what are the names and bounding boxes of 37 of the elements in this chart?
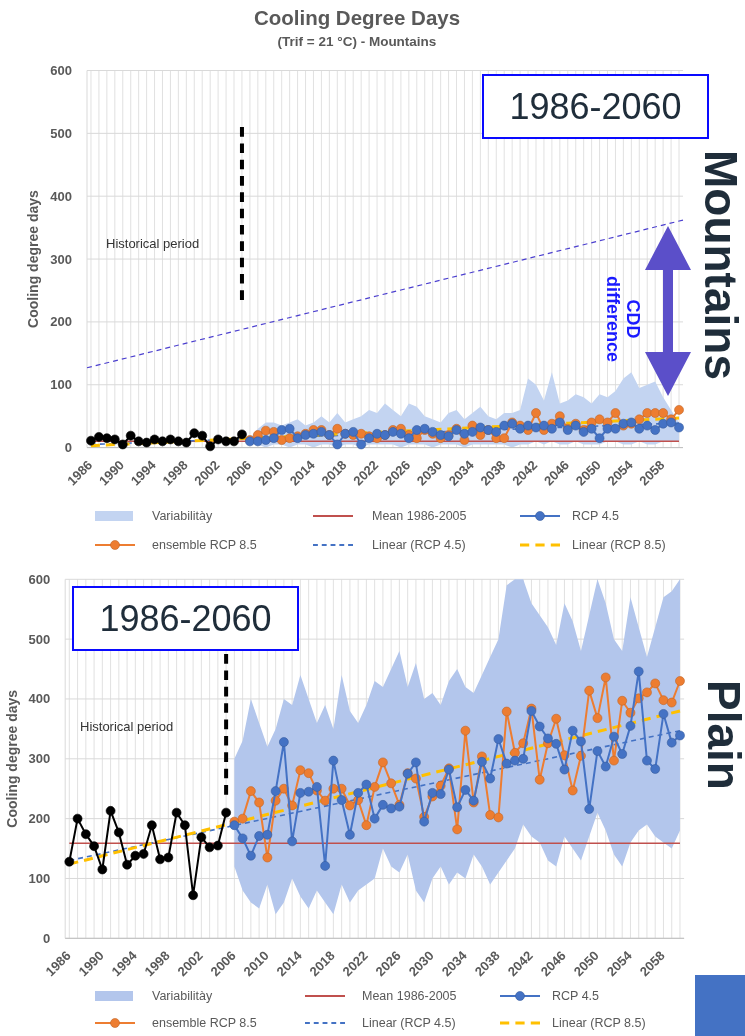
annotation: CDD difference xyxy=(603,275,643,363)
legend-label: Variabilitày xyxy=(152,989,213,1003)
annotation: 1986-2060 xyxy=(509,86,682,127)
y-tick-label: 400 xyxy=(50,188,72,204)
y-axis-title: Cooling degree days xyxy=(25,189,41,328)
text: Mountains xyxy=(695,150,745,380)
annotation: 1986-2060 xyxy=(99,598,272,639)
y-tick-label: 500 xyxy=(28,631,51,647)
legend-label: Linear (RCP 4.5) xyxy=(372,538,466,552)
legend-label: Linear (RCP 8.5) xyxy=(572,538,666,552)
y-tick-label: 300 xyxy=(28,751,51,767)
legend-label: ensemble RCP 8.5 xyxy=(152,538,257,552)
annotation: Historical period xyxy=(80,719,174,734)
chart-subtitle: (Trif = 21 °C) - Mountains xyxy=(277,34,437,49)
text: Plain xyxy=(698,680,745,790)
y-tick-label: 300 xyxy=(50,251,72,267)
y-tick-label: 100 xyxy=(28,870,51,886)
legend-label: Linear (RCP 4.5) xyxy=(362,1016,456,1030)
legend-label: ensemble RCP 8.5 xyxy=(152,1016,257,1030)
y-tick-label: 600 xyxy=(28,571,51,587)
legend-label: RCP 4.5 xyxy=(552,989,600,1003)
legend-label: Mean 1986-2005 xyxy=(372,509,467,523)
y-tick-label: 500 xyxy=(50,125,72,141)
legend-label: Variabilitày xyxy=(152,509,213,523)
y-tick-label: 200 xyxy=(50,314,72,330)
chart-title: Cooling Degree Days xyxy=(253,6,461,29)
y-tick-label: 0 xyxy=(64,440,72,456)
legend-label: Linear (RCP 8.5) xyxy=(552,1016,646,1030)
y-tick-label: 100 xyxy=(50,377,72,393)
y-tick-label: 400 xyxy=(28,691,51,707)
y-axis-title: Cooling degree days xyxy=(4,689,20,828)
y-tick-label: 200 xyxy=(28,811,51,827)
y-tick-label: 600 xyxy=(50,63,72,78)
legend-label: RCP 4.5 xyxy=(572,509,620,523)
annotation: Historical period xyxy=(106,236,200,251)
y-tick-label: 0 xyxy=(42,930,51,946)
legend-label: Mean 1986-2005 xyxy=(362,989,457,1003)
